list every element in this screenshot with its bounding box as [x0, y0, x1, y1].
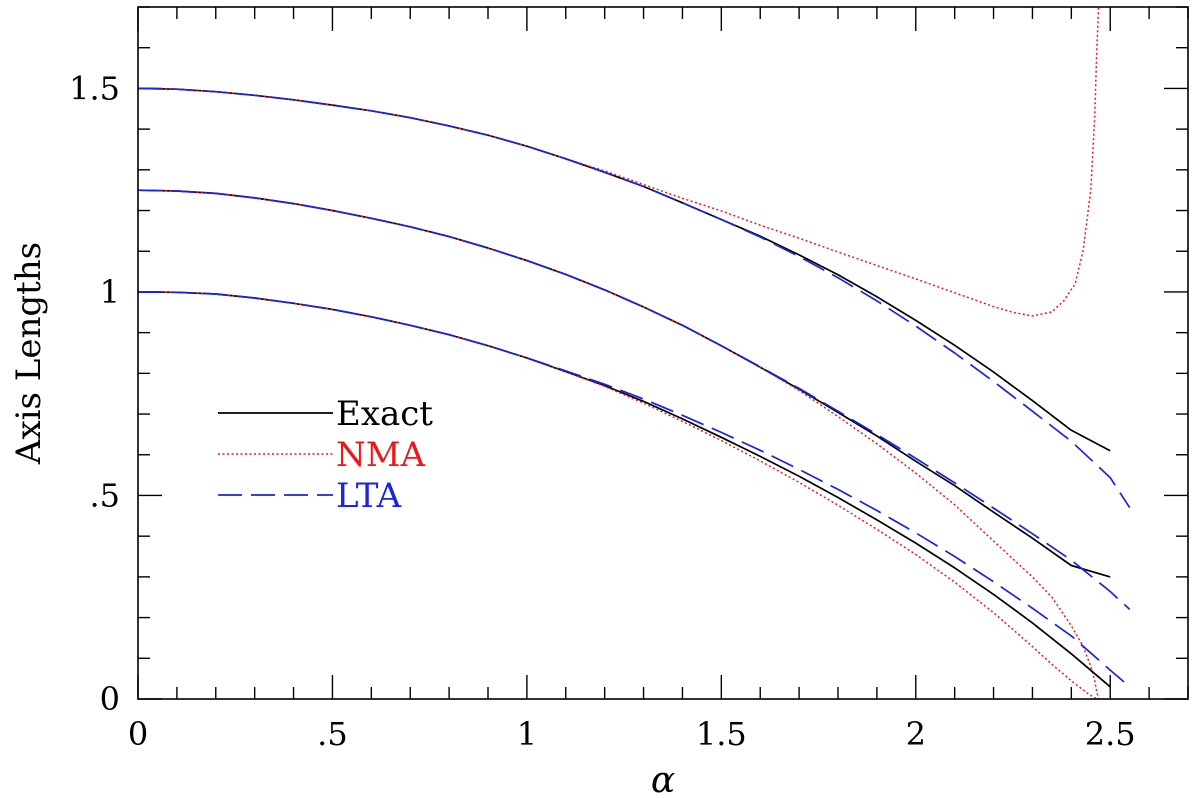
- x-tick-label: 2: [906, 715, 926, 753]
- minor-ticks: [138, 6, 1189, 699]
- y-tick-label: 1: [100, 273, 120, 311]
- plot-series: [137, 6, 1131, 700]
- plot-frame: [137, 6, 1189, 700]
- x-tick-label: 0: [128, 715, 148, 753]
- legend-label-lta: LTA: [336, 476, 402, 516]
- series-line-nma: [137, 6, 1100, 317]
- x-tick-label: .5: [317, 715, 348, 753]
- y-tick-label: .5: [89, 476, 120, 514]
- series-line-exact: [137, 189, 1111, 578]
- y-tick-label: 1.5: [69, 69, 120, 107]
- legend-label-exact: Exact: [336, 394, 433, 434]
- x-tick-label: 1: [517, 715, 537, 753]
- y-tick-label: 0: [100, 680, 120, 718]
- x-tick-label: 1.5: [696, 715, 747, 753]
- y-tick-labels: 0 .5 1 1.5: [69, 69, 120, 718]
- series-line-lta: [137, 189, 1131, 611]
- x-tick-label: 2.5: [1085, 715, 1136, 753]
- major-ticks: [137, 7, 1188, 700]
- series-line-nma: [137, 189, 1100, 700]
- series-line-exact: [137, 87, 1111, 452]
- legend-label-nma: NMA: [336, 435, 426, 475]
- x-axis-title: α: [651, 760, 675, 798]
- y-axis-title: Axis Lengths: [9, 242, 49, 465]
- series-line-nma: [137, 291, 1099, 700]
- series-line-lta: [137, 291, 1131, 688]
- x-tick-labels: 0 .5 1 1.5 2 2.5: [128, 715, 1136, 753]
- series-line-lta: [137, 87, 1131, 509]
